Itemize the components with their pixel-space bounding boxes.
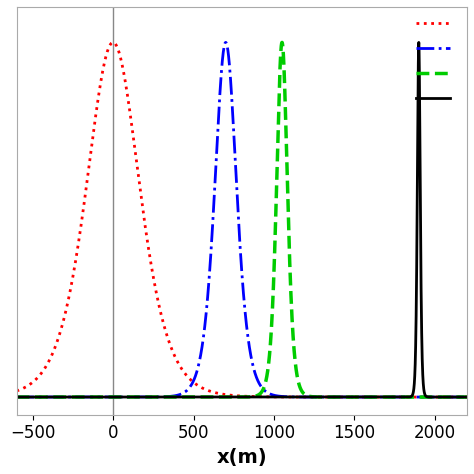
X-axis label: x(m): x(m) [217,448,267,467]
Legend: , , , : , , , [410,11,463,111]
